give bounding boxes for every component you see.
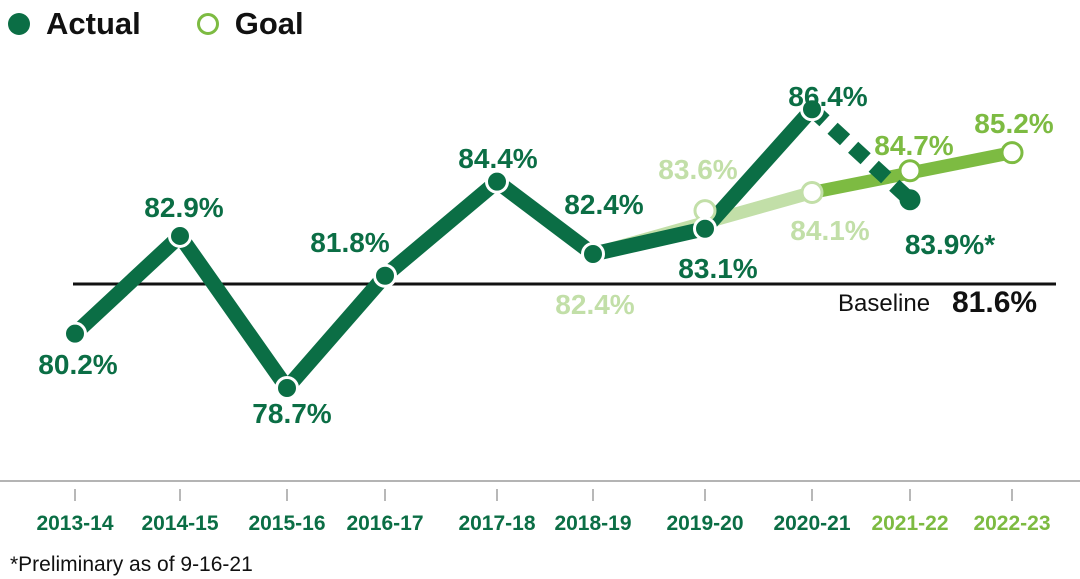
data-label: 86.4% xyxy=(788,81,867,112)
actual-point xyxy=(581,242,605,267)
x-tick-label: 2016-17 xyxy=(346,512,423,535)
x-tick-label: 2014-15 xyxy=(141,512,218,535)
actual-point xyxy=(800,97,824,122)
goal-point xyxy=(1000,141,1024,165)
data-label: 82.4% xyxy=(555,289,634,320)
actual-point xyxy=(275,375,299,400)
actual-point xyxy=(168,223,192,248)
data-label: 83.6% xyxy=(658,154,737,185)
data-label: 85.2% xyxy=(974,108,1053,139)
actual-point xyxy=(373,263,397,288)
goal-marker-icon xyxy=(196,13,219,35)
data-label: 82.9% xyxy=(144,192,223,223)
actual-point xyxy=(485,169,509,194)
data-label: 84.7% xyxy=(874,130,953,161)
data-label: 82.4% xyxy=(564,189,643,220)
x-tick-label: 2021-22 xyxy=(871,512,948,535)
legend-label-actual: Actual xyxy=(46,6,141,41)
legend-item-goal: Goal xyxy=(196,6,304,42)
actual-line xyxy=(67,101,820,396)
x-tick-label: 2018-19 xyxy=(554,512,631,535)
actual-marker-icon xyxy=(8,13,30,35)
actual-point xyxy=(63,321,87,346)
data-label: 80.2% xyxy=(38,349,117,380)
goal-point xyxy=(800,181,824,204)
baseline-value: 81.6% xyxy=(952,286,1038,319)
data-label: 83.1% xyxy=(678,253,757,284)
actual-point xyxy=(693,216,717,241)
x-tick-label: 2020-21 xyxy=(773,512,850,535)
data-label: 84.1% xyxy=(790,215,869,246)
legend-label-goal: Goal xyxy=(234,6,304,41)
data-label: 81.8% xyxy=(310,227,389,258)
x-tick-label: 2022-23 xyxy=(973,512,1050,535)
x-tick-label: 2013-14 xyxy=(36,512,113,535)
actual-preliminary-point xyxy=(899,189,921,211)
data-label: 83.9%* xyxy=(905,229,995,260)
legend-item-actual: Actual xyxy=(8,6,141,42)
x-tick-label: 2019-20 xyxy=(666,512,743,535)
data-label: 78.7% xyxy=(252,398,331,429)
x-tick-label: 2015-16 xyxy=(248,512,325,535)
goal-point xyxy=(898,159,922,183)
data-label: 84.4% xyxy=(458,143,537,174)
actual-preliminary-line xyxy=(806,103,916,206)
footnote: *Preliminary as of 9-16-21 xyxy=(10,553,253,576)
legend: Actual Goal xyxy=(8,6,360,42)
baseline-label: Baseline xyxy=(838,290,931,317)
x-tick-label: 2017-18 xyxy=(458,512,535,535)
